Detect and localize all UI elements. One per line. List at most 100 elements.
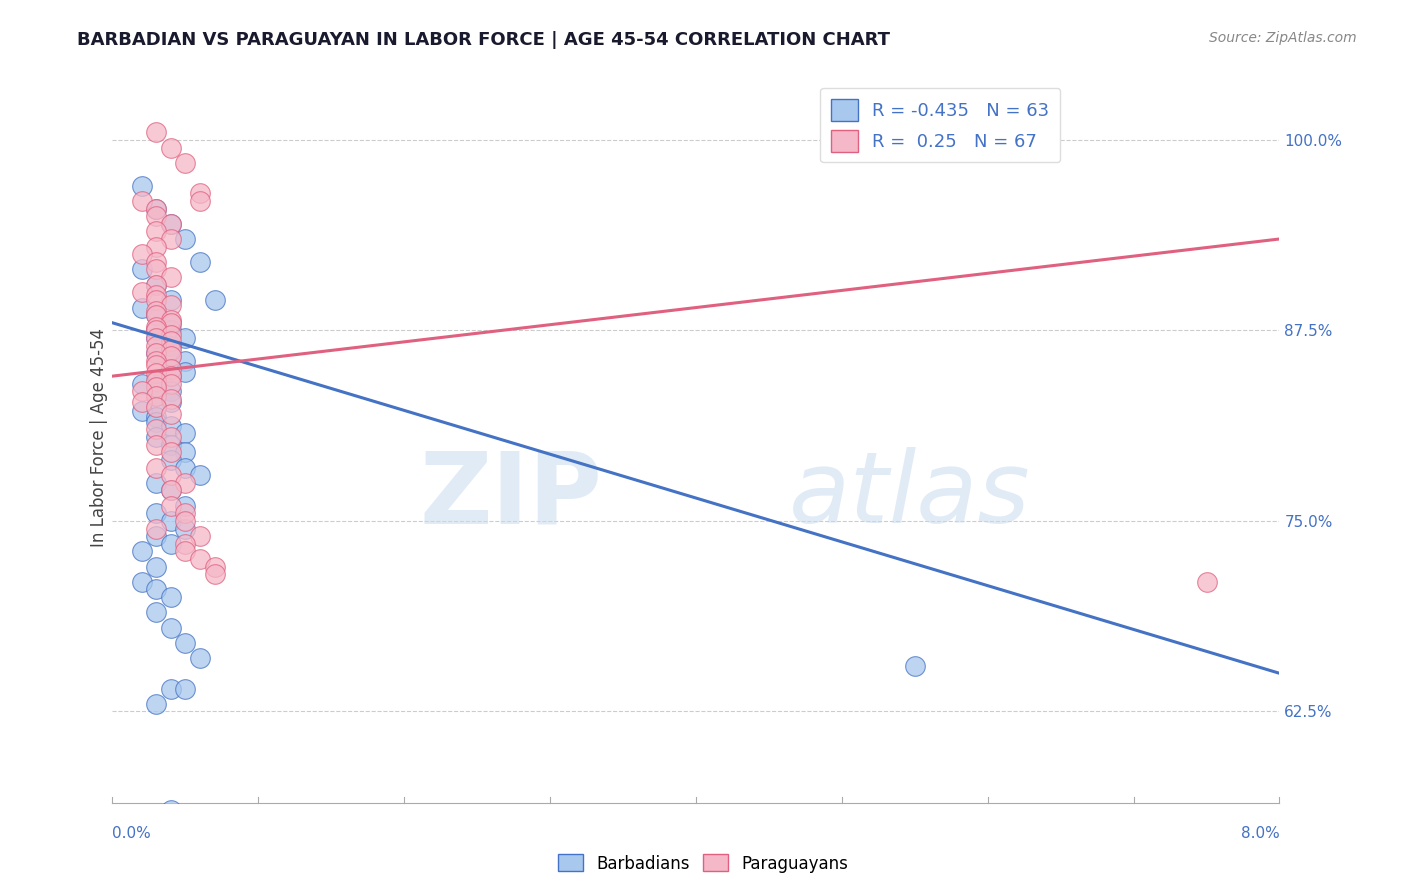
Point bbox=[145, 605, 167, 619]
Point bbox=[145, 521, 167, 535]
Point bbox=[145, 293, 167, 307]
Point bbox=[131, 574, 153, 589]
Text: 0.0%: 0.0% bbox=[112, 826, 152, 840]
Point bbox=[160, 316, 183, 330]
Point bbox=[174, 499, 197, 513]
Point bbox=[145, 359, 167, 373]
Point bbox=[145, 346, 167, 360]
Point bbox=[174, 506, 197, 520]
Point bbox=[174, 445, 197, 459]
Point bbox=[160, 232, 183, 246]
Point bbox=[145, 346, 167, 360]
Point bbox=[160, 483, 183, 498]
Point bbox=[160, 217, 183, 231]
Point bbox=[174, 514, 197, 528]
Point bbox=[174, 681, 197, 696]
Point bbox=[160, 804, 183, 818]
Text: BARBADIAN VS PARAGUAYAN IN LABOR FORCE | AGE 45-54 CORRELATION CHART: BARBADIAN VS PARAGUAYAN IN LABOR FORCE |… bbox=[77, 31, 890, 49]
Point bbox=[160, 445, 183, 459]
Point bbox=[145, 125, 167, 139]
Point bbox=[145, 697, 167, 711]
Point bbox=[174, 521, 197, 535]
Point bbox=[174, 537, 197, 551]
Point bbox=[160, 270, 183, 285]
Point bbox=[131, 262, 153, 277]
Point bbox=[160, 384, 183, 399]
Point bbox=[174, 365, 197, 379]
Point bbox=[204, 559, 226, 574]
Point bbox=[160, 681, 183, 696]
Point bbox=[160, 453, 183, 467]
Point bbox=[131, 384, 153, 399]
Point bbox=[160, 349, 183, 363]
Point bbox=[174, 331, 197, 345]
Point bbox=[160, 392, 183, 406]
Point bbox=[145, 224, 167, 238]
Point bbox=[145, 374, 167, 388]
Point bbox=[145, 400, 167, 414]
Point bbox=[160, 395, 183, 409]
Point bbox=[174, 475, 197, 490]
Point bbox=[145, 262, 167, 277]
Point bbox=[160, 369, 183, 384]
Point bbox=[160, 343, 183, 358]
Point bbox=[160, 369, 183, 384]
Point bbox=[145, 415, 167, 429]
Point bbox=[904, 658, 927, 673]
Point bbox=[145, 380, 167, 394]
Point bbox=[160, 349, 183, 363]
Point bbox=[188, 194, 211, 208]
Point bbox=[145, 506, 167, 520]
Point bbox=[145, 255, 167, 269]
Point bbox=[160, 140, 183, 154]
Point bbox=[131, 247, 153, 261]
Legend: R = -0.435   N = 63, R =  0.25   N = 67: R = -0.435 N = 63, R = 0.25 N = 67 bbox=[820, 87, 1060, 162]
Point bbox=[160, 323, 183, 337]
Text: 8.0%: 8.0% bbox=[1240, 826, 1279, 840]
Text: ZIP: ZIP bbox=[420, 447, 603, 544]
Point bbox=[188, 552, 211, 566]
Text: atlas: atlas bbox=[789, 447, 1031, 544]
Point bbox=[145, 331, 167, 345]
Point bbox=[131, 301, 153, 315]
Point bbox=[160, 483, 183, 498]
Point bbox=[145, 529, 167, 543]
Point bbox=[145, 202, 167, 216]
Point bbox=[1195, 574, 1218, 589]
Point bbox=[160, 514, 183, 528]
Point bbox=[145, 475, 167, 490]
Point bbox=[174, 354, 197, 368]
Point bbox=[204, 293, 226, 307]
Point bbox=[160, 376, 183, 391]
Point bbox=[160, 316, 183, 330]
Point bbox=[160, 468, 183, 483]
Point bbox=[160, 334, 183, 348]
Point bbox=[145, 389, 167, 403]
Point bbox=[160, 297, 183, 311]
Point bbox=[204, 567, 226, 582]
Point bbox=[145, 354, 167, 368]
Point bbox=[160, 590, 183, 604]
Point bbox=[145, 338, 167, 352]
Point bbox=[145, 410, 167, 425]
Point bbox=[174, 636, 197, 650]
Point bbox=[145, 308, 167, 322]
Point bbox=[145, 372, 167, 386]
Point bbox=[174, 544, 197, 558]
Point bbox=[160, 621, 183, 635]
Point bbox=[131, 178, 153, 193]
Point bbox=[160, 328, 183, 343]
Point bbox=[160, 438, 183, 452]
Point bbox=[188, 651, 211, 665]
Point bbox=[145, 202, 167, 216]
Y-axis label: In Labor Force | Age 45-54: In Labor Force | Age 45-54 bbox=[90, 327, 108, 547]
Point bbox=[160, 499, 183, 513]
Point bbox=[145, 366, 167, 380]
Point bbox=[145, 277, 167, 292]
Point bbox=[174, 425, 197, 440]
Point bbox=[160, 361, 183, 376]
Point bbox=[131, 285, 153, 300]
Point bbox=[131, 395, 153, 409]
Point bbox=[160, 430, 183, 444]
Point bbox=[160, 361, 183, 376]
